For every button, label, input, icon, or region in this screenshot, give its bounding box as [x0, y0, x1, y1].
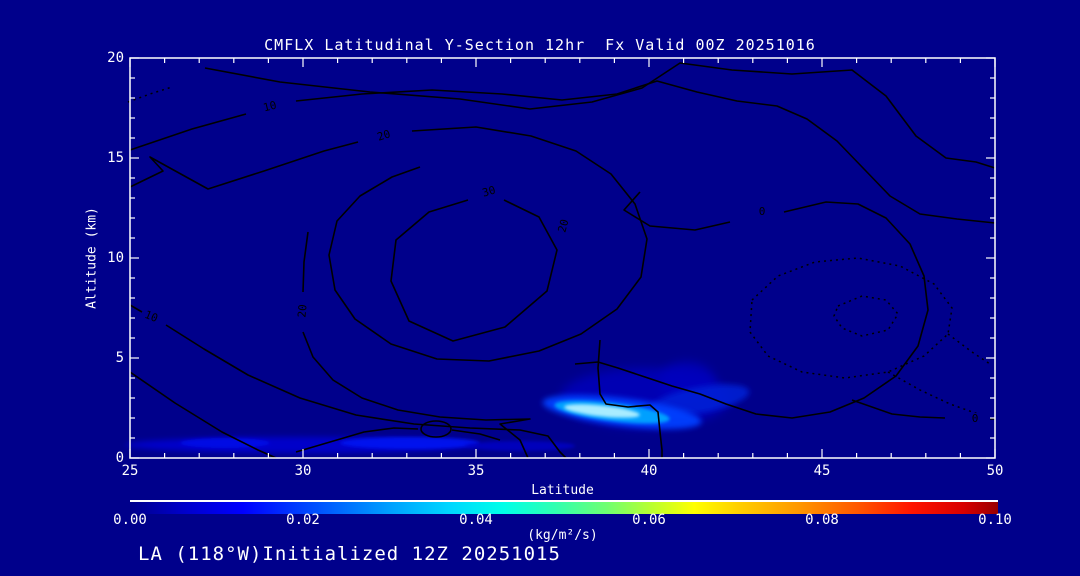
flux-shading: [125, 362, 750, 453]
dotted-contour: [749, 257, 953, 379]
colorbar: [130, 500, 998, 514]
dotted-contour: [127, 86, 173, 103]
dotted-contour: [947, 333, 991, 365]
surface-band-bright-spot: [180, 438, 270, 448]
contour-line: [129, 304, 567, 459]
init-info: LA (118°W)Initialized 12Z 20251015: [138, 543, 561, 565]
surface-band-shade: [465, 441, 575, 451]
contour-lines-negative: [127, 86, 991, 415]
contour-line: [451, 429, 501, 441]
dotted-contour: [887, 371, 979, 415]
chart-title: CMFLX Latitudinal Y-Section 12hr Fx Vali…: [264, 36, 816, 54]
y-axis-title: Altitude (km): [84, 207, 100, 309]
contour-line: [129, 371, 277, 459]
contour-closed-loop: [420, 420, 452, 438]
x-axis-title: Latitude: [531, 483, 594, 498]
colorbar-units: (kg/m²/s): [527, 528, 598, 543]
contour-line: [597, 339, 663, 458]
contour-line: [390, 199, 558, 342]
dotted-contour: [833, 295, 899, 337]
contour-line: [129, 126, 648, 362]
contour-lines-positive: [129, 62, 996, 459]
contour-line: [295, 427, 419, 453]
contour-line: [129, 80, 996, 224]
streak-core: [564, 404, 640, 418]
contour-line: [851, 399, 995, 420]
contour-line: [204, 62, 996, 169]
streak-tail: [650, 384, 750, 416]
axis-ticks: [129, 57, 996, 459]
surface-band-bright-spot: [340, 437, 480, 449]
contour-line: [574, 191, 929, 419]
